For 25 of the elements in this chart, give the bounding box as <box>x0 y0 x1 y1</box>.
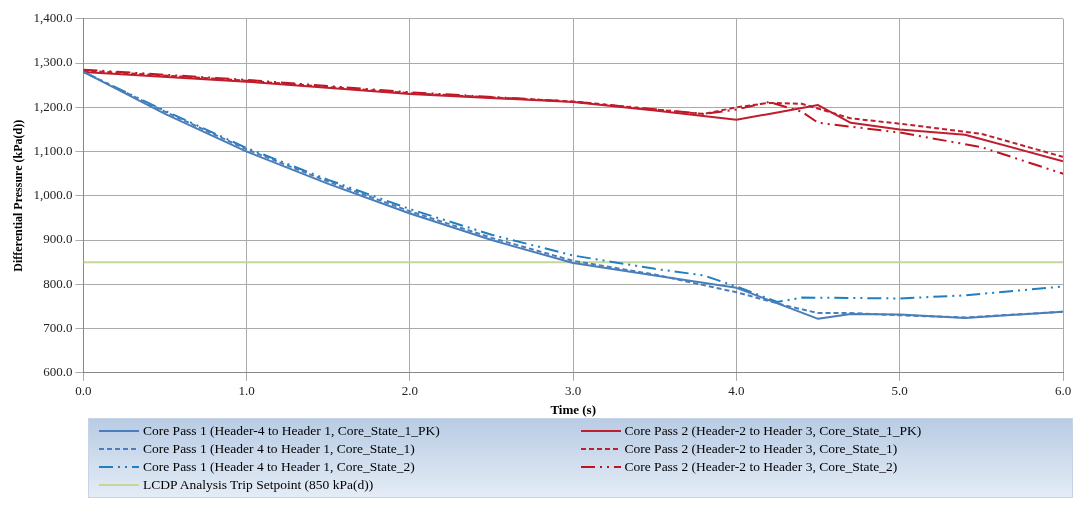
y-tick-label: 800.0 <box>43 275 73 291</box>
y-tick-label: 1,200.0 <box>33 98 73 114</box>
x-tick-label: 1.0 <box>238 383 255 399</box>
y-tick-label: 1,400.0 <box>33 10 73 26</box>
legend-label: Core Pass 2 (Header-2 to Header 3, Core_State_2) <box>624 459 898 475</box>
y-tick-label: 1,000.0 <box>33 187 73 203</box>
legend-label: LCDP Analysis Trip Setpoint (850 kPa(d)) <box>143 477 374 493</box>
x-tick-label: 0.0 <box>75 383 92 399</box>
y-tick-label: 600.0 <box>43 364 73 380</box>
legend-label: Core Pass 1 (Header-4 to Header 1, Core_State_1_PK) <box>143 423 440 439</box>
legend-label: Core Pass 1 (Header 4 to Header 1, Core_State_1) <box>143 441 415 457</box>
legend-label: Core Pass 2 (Header-2 to Header 3, Core_State_1) <box>624 441 898 457</box>
y-tick-label: 1,100.0 <box>33 142 73 158</box>
x-tick-label: 2.0 <box>401 383 419 399</box>
x-tick-label: 5.0 <box>891 383 908 399</box>
y-tick-label: 700.0 <box>43 319 73 335</box>
y-axis-title: Differential Pressure (kPa(d)) <box>11 119 26 272</box>
legend-label: Core Pass 1 (Header 4 to Header 1, Core_State_2) <box>143 459 415 475</box>
legend-label: Core Pass 2 (Header-2 to Header 3, Core_State_1_PK) <box>624 423 922 439</box>
x-tick-label: 3.0 <box>565 383 582 399</box>
x-tick-label: 6.0 <box>1054 383 1072 399</box>
y-tick-label: 900.0 <box>43 231 73 247</box>
x-tick-label: 4.0 <box>728 383 745 399</box>
y-tick-label: 1,300.0 <box>33 54 73 70</box>
x-axis-title: Time (s) <box>550 401 597 417</box>
